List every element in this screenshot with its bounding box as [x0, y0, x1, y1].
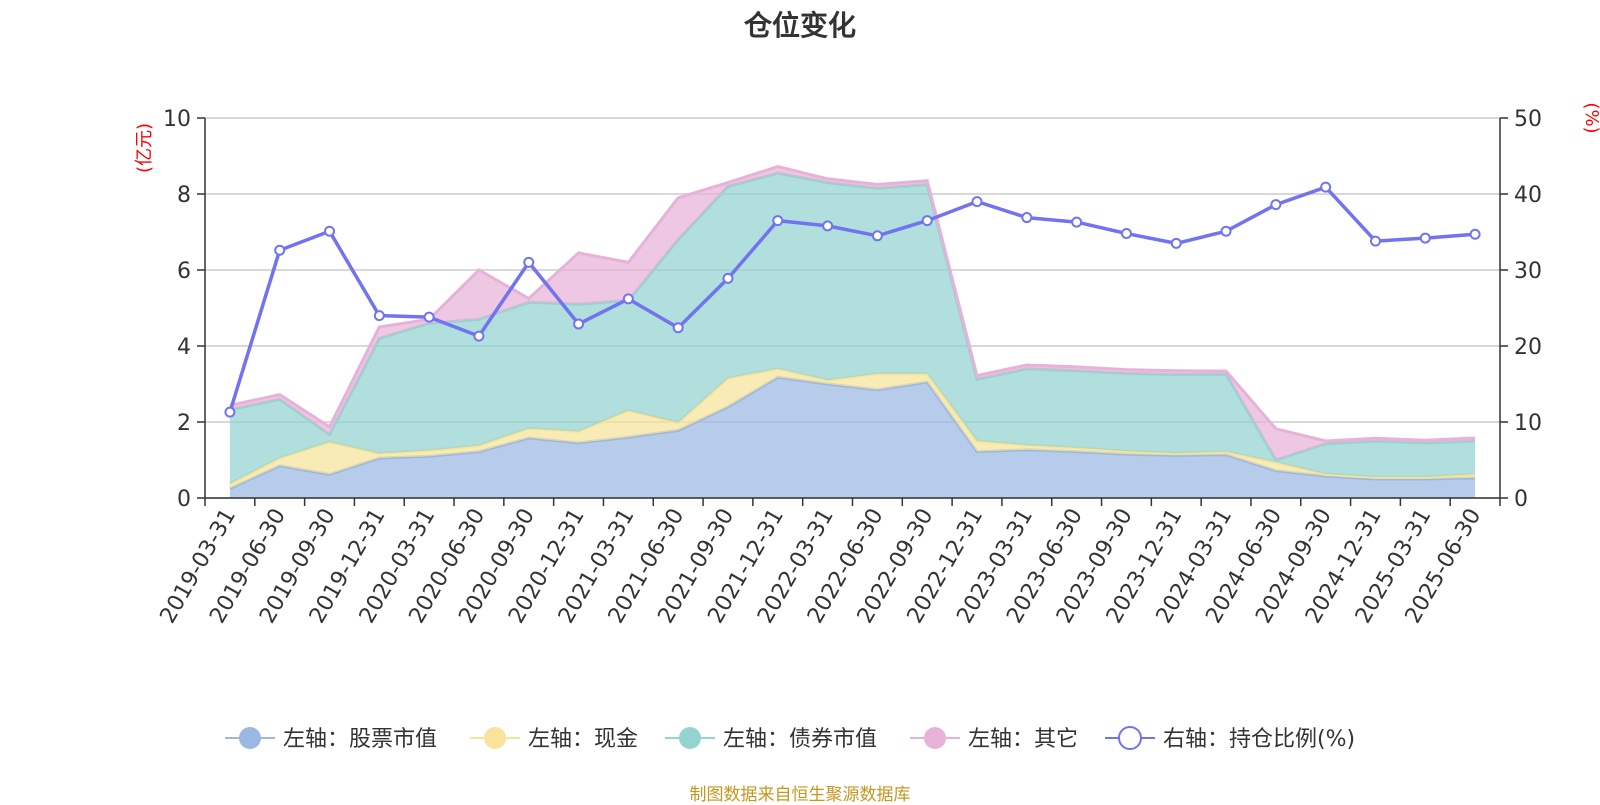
ratio-point: [1270, 199, 1282, 211]
legend-marker: [924, 727, 946, 749]
left-tick-label: 6: [177, 259, 191, 284]
left-tick-label: 0: [177, 487, 191, 512]
right-tick-label: 20: [1514, 335, 1542, 360]
ratio-line-group: [224, 181, 1481, 418]
ratio-point: [871, 230, 883, 242]
left-tick-label: 10: [163, 107, 191, 132]
area-stock: [229, 377, 1476, 498]
legend-label: 右轴：持仓比例(%): [1163, 727, 1355, 752]
legend-label: 左轴：股票市值: [283, 727, 437, 752]
ratio-point: [1071, 216, 1083, 228]
ratio-point: [722, 272, 734, 284]
stacked-areas: [229, 165, 1476, 498]
legend-marker: [239, 727, 261, 749]
legend-marker: [1118, 726, 1142, 750]
x-axis-labels: 2019-03-312019-06-302019-09-302019-12-31…: [156, 498, 1501, 628]
legend-label: 左轴：现金: [528, 727, 638, 752]
area-bond: [229, 173, 1476, 484]
ratio-point: [423, 311, 435, 323]
ratio-point: [573, 318, 585, 330]
left-tick-label: 8: [177, 183, 191, 208]
legend-item: 左轴：现金: [470, 727, 638, 752]
legend-item: 左轴：其它: [910, 727, 1078, 752]
ratio-point: [1220, 225, 1232, 237]
ratio-point: [274, 244, 286, 256]
legend: 左轴：股票市值 左轴：现金 左轴：债券市值 左轴：其它 右轴：持仓比例(%): [225, 726, 1355, 752]
ratio-point: [822, 220, 834, 232]
right-tick-label: 40: [1514, 183, 1542, 208]
left-axis-unit: (亿元): [134, 123, 155, 173]
ratio-point: [373, 310, 385, 322]
right-tick-label: 50: [1514, 107, 1542, 132]
left-tick-label: 4: [177, 335, 191, 360]
legend-item: 右轴：持仓比例(%): [1105, 726, 1355, 752]
source-note: 制图数据来自恒生聚源数据库: [689, 785, 911, 805]
legend-marker: [679, 727, 701, 749]
ratio-point: [1469, 228, 1481, 240]
legend-marker: [484, 727, 506, 749]
ratio-point: [523, 256, 535, 268]
ratio-point: [1120, 228, 1132, 240]
ratio-point: [1419, 232, 1431, 244]
ratio-point: [1369, 235, 1381, 247]
ratio-point: [1320, 181, 1332, 193]
ratio-point: [672, 322, 684, 334]
ratio-point: [324, 225, 336, 237]
ratio-point: [224, 406, 236, 418]
right-tick-label: 10: [1514, 411, 1542, 436]
area-other: [229, 166, 1476, 460]
ratio-line: [228, 185, 1476, 413]
legend-item: 左轴：股票市值: [225, 727, 437, 752]
right-tick-label: 30: [1514, 259, 1542, 284]
area-edge-other: [229, 165, 1476, 443]
ratio-point: [473, 330, 485, 342]
ratio-point: [1021, 212, 1033, 224]
legend-item: 左轴：债券市值: [665, 727, 877, 752]
ratio-point: [921, 215, 933, 227]
ratio-point: [1170, 237, 1182, 249]
ratio-point: [971, 196, 983, 208]
ratio-point: [772, 215, 784, 227]
ratio-point: [622, 293, 634, 305]
chart-title: 仓位变化: [743, 9, 856, 42]
legend-label: 左轴：债券市值: [723, 727, 877, 752]
left-tick-label: 2: [177, 411, 191, 436]
right-axis-unit: (%): [1581, 102, 1600, 133]
legend-label: 左轴：其它: [968, 727, 1078, 752]
right-tick-label: 0: [1514, 487, 1528, 512]
